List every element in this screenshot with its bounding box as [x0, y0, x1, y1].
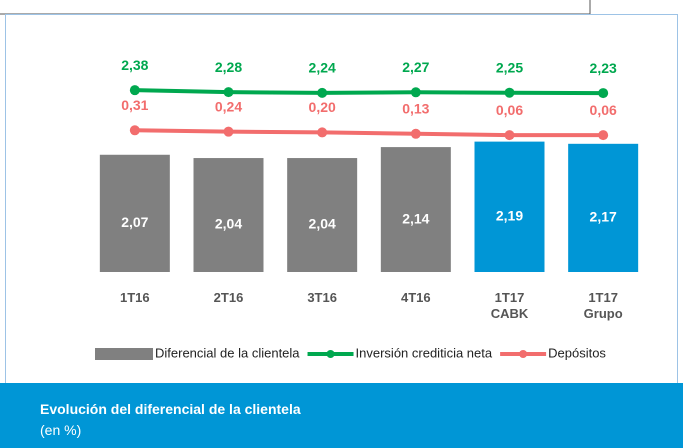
point [129, 85, 140, 96]
bar-value-label: 2,17 [590, 209, 617, 225]
x-tick-label: 1T17 Grupo [583, 290, 623, 321]
legend-label: Depósitos [548, 345, 606, 360]
point-value-label: 0,06 [590, 102, 617, 118]
chart-title: Evolución del diferencial de la clientel… [40, 401, 301, 417]
point-value-label: 2,27 [402, 59, 429, 75]
x-tick-label: 2T16 [213, 290, 244, 305]
bar-value-label: 2,14 [402, 210, 429, 226]
bar-value-label: 2,07 [121, 214, 148, 230]
legend-swatch [326, 350, 335, 358]
x-tick-label: 3T16 [307, 290, 337, 305]
point [504, 87, 515, 98]
point-value-label: 2,23 [590, 60, 617, 76]
point-value-label: 2,28 [215, 59, 242, 75]
bar [380, 147, 451, 272]
point [129, 125, 140, 136]
point [410, 87, 421, 98]
line [134, 128, 604, 138]
bar-value-label: 2,19 [496, 208, 523, 224]
point-value-label: 2,24 [309, 60, 336, 76]
point-value-label: 0,24 [215, 98, 242, 114]
point [410, 128, 421, 139]
legend-swatch [95, 348, 153, 360]
bar [99, 154, 170, 272]
bar [568, 143, 639, 272]
point-value-label: 0,13 [402, 100, 429, 116]
x-tick-label: 1T16 [120, 290, 150, 305]
point [317, 127, 328, 138]
point [317, 87, 328, 98]
point [223, 87, 234, 98]
point-value-label: 0,31 [121, 97, 148, 113]
point-value-label: 2,38 [121, 57, 148, 73]
x-tick-label: 4T16 [401, 290, 431, 305]
bar [193, 158, 264, 272]
footer: Evolución del diferencial de la clientel… [0, 383, 683, 448]
bar [474, 141, 545, 272]
line [134, 88, 604, 96]
bar-value-label: 2,04 [309, 216, 336, 232]
bar-value-label: 2,04 [215, 216, 242, 232]
legend-label: Diferencial de la clientela [155, 345, 300, 360]
x-tick-label: 1T17 CABK [490, 290, 529, 321]
point [223, 126, 234, 137]
point [598, 88, 609, 99]
point-value-label: 0,06 [496, 102, 523, 118]
legend-label: Inversión crediticia neta [356, 345, 493, 360]
point [598, 130, 609, 141]
point-value-label: 0,20 [309, 99, 336, 115]
point-value-label: 2,25 [496, 59, 523, 75]
bar [287, 158, 358, 272]
point [504, 130, 515, 141]
legend-swatch [519, 350, 528, 358]
chart-subtitle: (en %) [40, 422, 82, 438]
